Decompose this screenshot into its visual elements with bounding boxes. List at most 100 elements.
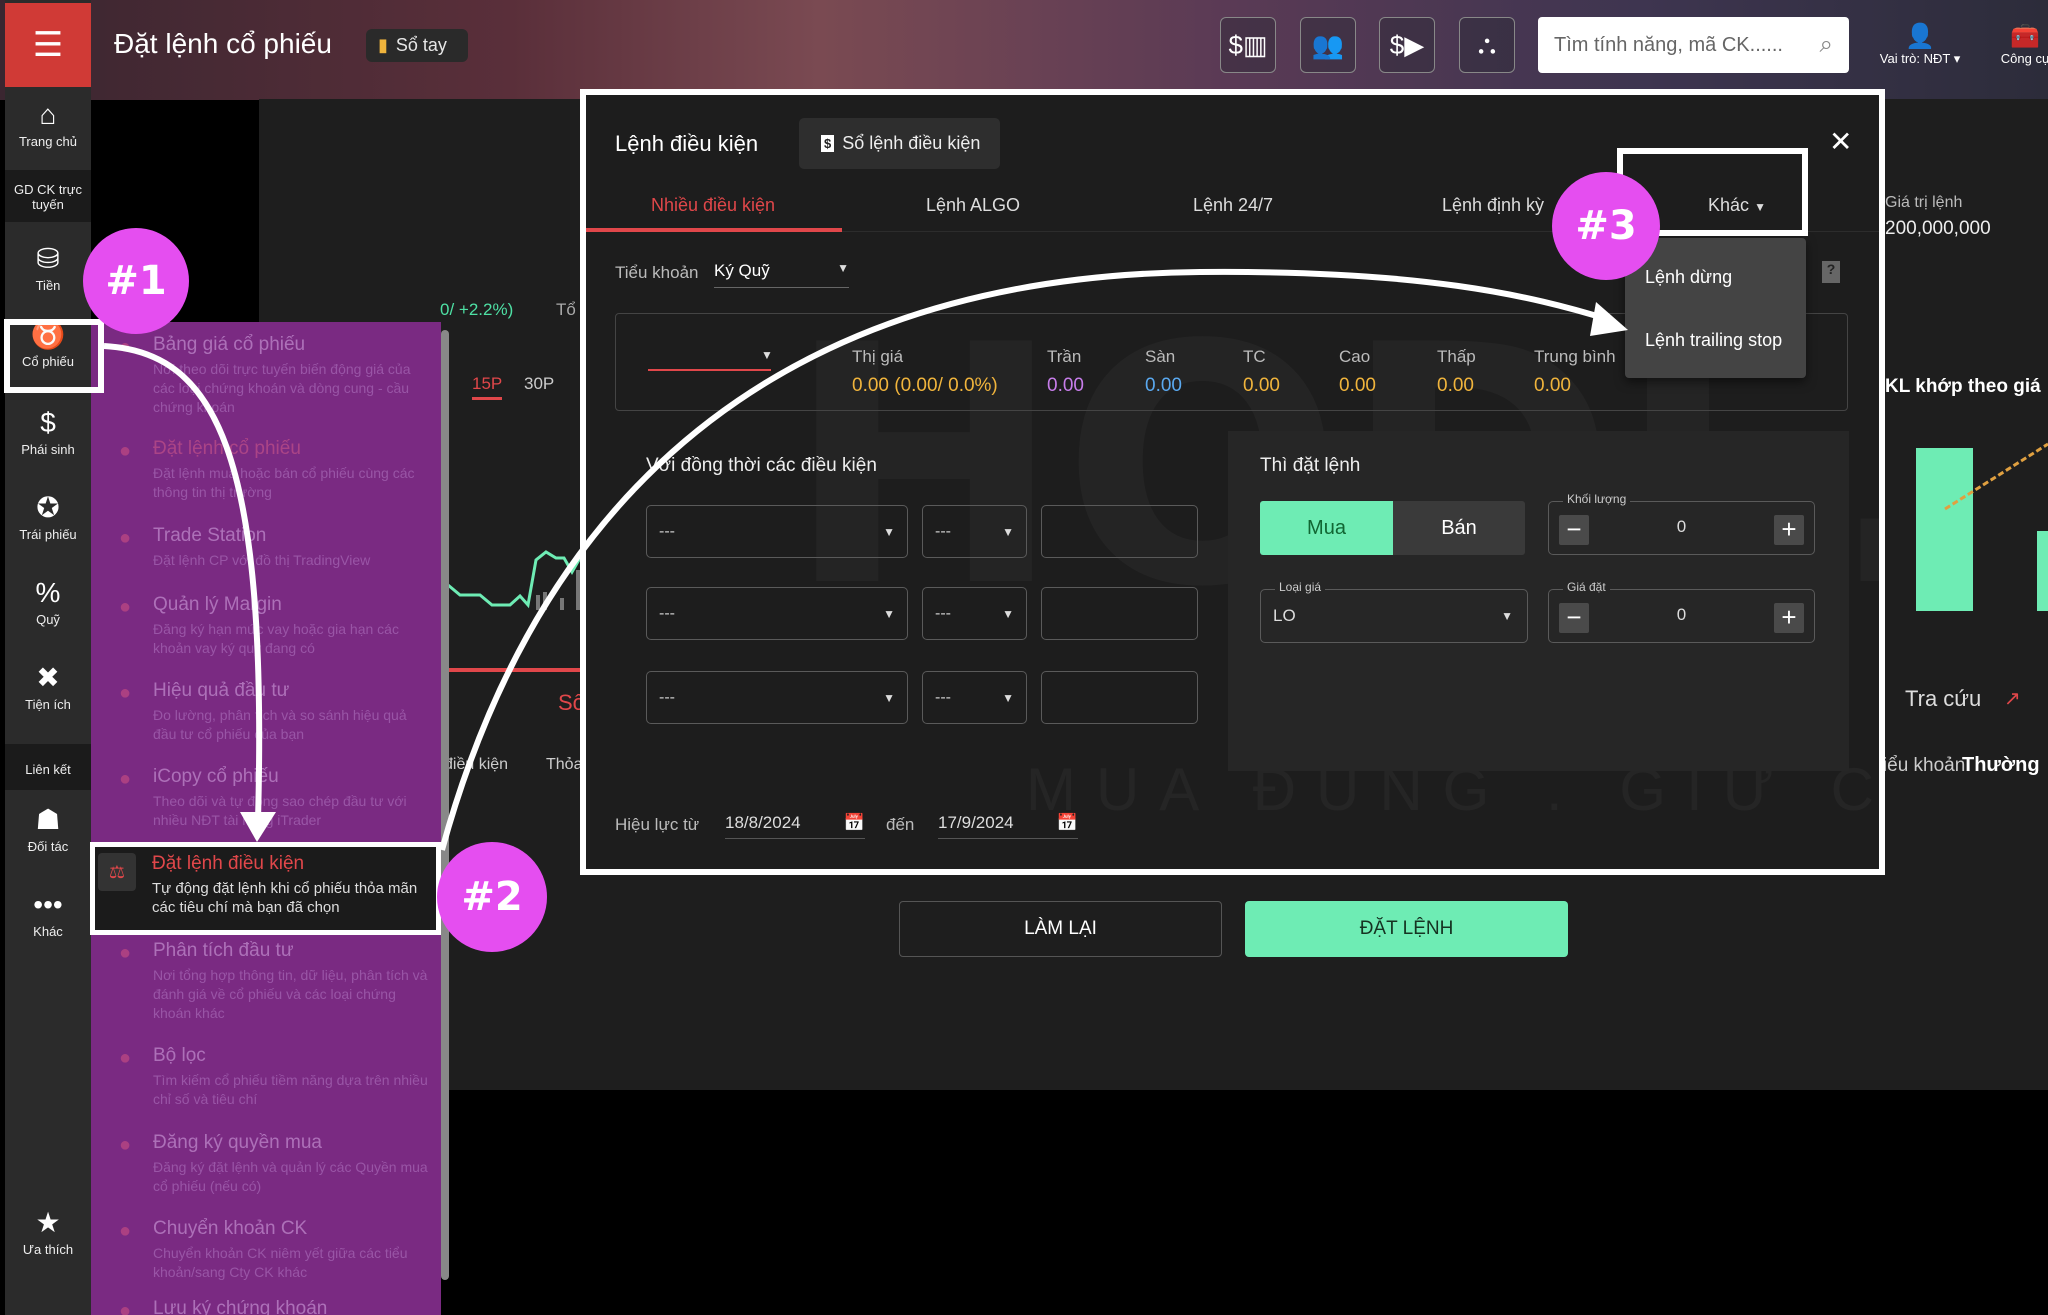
quantity-stepper[interactable]: Khối lượng − 0 + [1548, 492, 1815, 555]
condition-operator-value: --- [935, 522, 951, 540]
timeframe-30p[interactable]: 30P [524, 374, 555, 393]
menu-item[interactable]: ● Bộ lọc Tìm kiếm cổ phiếu tiềm năng dựa t… [119, 1045, 433, 1109]
rail-item[interactable]: ⛁ Tiền [5, 244, 91, 294]
rail-item[interactable]: % Quỹ [5, 578, 91, 628]
menu-item-stop-order[interactable]: Lệnh dừng [1645, 267, 1733, 287]
menu-scrollbar[interactable] [441, 330, 449, 1280]
menu-item-desc: Theo dõi và tự động sao chép đầu tư với … [153, 793, 407, 828]
price-stepper[interactable]: Giá đặt − 0 + [1548, 580, 1815, 643]
chevron-down-icon: ▼ [1754, 200, 1766, 214]
menu-item[interactable]: ● Chuyển khoản CK Chuyển khoản CK niêm yết… [119, 1218, 433, 1282]
reset-button[interactable]: LÀM LẠI [899, 901, 1222, 957]
rail-item[interactable]: Liên kết [5, 744, 91, 790]
notebook-button[interactable]: ▮ Sổ tay [366, 29, 468, 62]
condition-operator-select[interactable]: --- ▼ [922, 671, 1027, 724]
star-icon: ★ [35, 1207, 61, 1238]
column-condition: điều kiện [444, 756, 509, 773]
role-selector[interactable]: 👤 Vai trò: NĐT ▾ [1872, 22, 1968, 67]
condition-book-button[interactable]: $ Sổ lệnh điều kiện [799, 118, 1000, 169]
search-input[interactable]: Tìm tính năng, mã CK...... ⌕ [1538, 17, 1849, 73]
submit-order-button[interactable]: ĐẶT LỆNH [1245, 901, 1568, 957]
valid-from-date[interactable]: 18/8/2024 📅 [725, 813, 865, 839]
lookup-link[interactable]: Tra cứu [1905, 686, 1982, 711]
money-chart-button[interactable]: $▥ [1220, 17, 1276, 73]
rail-item[interactable]: ⌂ Trang chủ [5, 100, 91, 150]
sub-account-select[interactable]: Ký Quỹ ▼ [714, 261, 849, 288]
tab-other[interactable]: Khác ▼ [1708, 195, 1766, 216]
valid-to-date[interactable]: 17/9/2024 📅 [938, 813, 1078, 839]
tools-button[interactable]: 🧰 Công cụ [1990, 22, 2048, 66]
rail-item[interactable]: ••• Khác [5, 890, 91, 940]
active-tab-underline [586, 228, 842, 232]
help-icon[interactable]: ? [1822, 261, 1840, 283]
menu-item[interactable]: ● Đăng ký quyền mua Đăng ký đặt lệnh và qu… [119, 1132, 433, 1196]
rail-item[interactable]: ✖ Tiện ích [5, 663, 91, 713]
investor-network-button[interactable]: ⛬ [1459, 17, 1515, 73]
menu-item[interactable]: ● Hiệu quả đầu tư Đo lường, phân tích và s… [119, 680, 433, 744]
condition-operator-select[interactable]: --- ▼ [922, 505, 1027, 558]
rail-item-label: Quỹ [36, 612, 60, 627]
buy-toggle[interactable]: Mua [1260, 501, 1393, 555]
rail-item[interactable]: ✪ Trái phiếu [5, 493, 91, 543]
money-video-button[interactable]: $▶ [1379, 17, 1435, 73]
users-button[interactable]: 👥 [1300, 17, 1356, 73]
timeframe-15p[interactable]: 15P [472, 374, 503, 400]
valid-from-label: Hiệu lực từ [615, 815, 700, 834]
menu-item-trailing-stop[interactable]: Lệnh trailing stop [1645, 330, 1783, 350]
condition-operator-select[interactable]: --- ▼ [922, 587, 1027, 640]
tab-algo[interactable]: Lệnh ALGO [925, 195, 1021, 215]
menu-item-title: iCopy cổ phiếu [153, 766, 279, 787]
rail-item-label: Khác [33, 924, 63, 939]
minus-icon[interactable]: − [1559, 603, 1589, 633]
menu-item[interactable]: ● Bảng giá cổ phiếu Nơi theo dõi trực tuyế… [119, 334, 433, 417]
calendar-icon[interactable]: 📅 [843, 813, 865, 832]
condition-value-input[interactable] [1041, 587, 1198, 640]
menu-item[interactable]: ● Phân tích đầu tư Nơi tổng hợp thông tin,… [119, 940, 433, 1023]
rail-item-label: Tiền [35, 278, 61, 293]
tab-24-7[interactable]: Lệnh 24/7 [1192, 195, 1274, 215]
rail-item[interactable]: ☗ Đối tác [5, 805, 91, 855]
symbol-dropdown-icon[interactable]: ▼ [761, 348, 773, 362]
price-type-select[interactable]: Loại giá LO ▼ [1260, 580, 1528, 643]
condition-field-value: --- [659, 522, 675, 540]
minus-icon[interactable]: − [1559, 515, 1589, 545]
menu-item[interactable]: ● Trade Station Đặt lệnh CP với đồ thị Tra… [119, 525, 433, 570]
quantity-value[interactable]: 0 [1676, 517, 1687, 536]
to-label: đến [886, 815, 915, 834]
rail-item[interactable]: GD CK trực tuyến [5, 170, 91, 222]
tab-multi-condition[interactable]: Nhiều điều kiện [650, 195, 776, 215]
hamburger-menu-button[interactable]: ☰ [5, 3, 91, 87]
external-link-icon[interactable]: ↗ [2004, 688, 2021, 710]
plus-icon[interactable]: + [1774, 515, 1804, 545]
condition-field-select[interactable]: --- ▼ [646, 505, 908, 558]
price-stat-value: 0.00 [1437, 375, 1474, 396]
close-icon[interactable]: ✕ [1829, 126, 1853, 157]
menu-item-title: Đăng ký quyền mua [153, 1132, 322, 1153]
price-stat-value: 0.00 [1534, 375, 1571, 396]
sell-toggle[interactable]: Bán [1393, 501, 1525, 555]
condition-field-select[interactable]: --- ▼ [646, 671, 908, 724]
annotation-box-stock [4, 319, 104, 393]
search-icon[interactable]: ⌕ [1819, 31, 1833, 58]
menu-item[interactable]: ● iCopy cổ phiếu Theo dõi và tự động sao c… [119, 766, 433, 830]
menu-item-title: Lưu ký chứng khoán [153, 1298, 328, 1315]
rail-item[interactable]: ★ Ưa thích [5, 1207, 91, 1258]
symbol-input-underline[interactable] [648, 369, 771, 371]
calendar-icon[interactable]: 📅 [1056, 813, 1078, 832]
condition-operator-value: --- [935, 604, 951, 622]
price-stat-value: 0.00 [1047, 375, 1084, 396]
condition-value-input[interactable] [1041, 505, 1198, 558]
condition-value-input[interactable] [1041, 671, 1198, 724]
menu-item[interactable]: ● Lưu ký chứng khoán [119, 1298, 433, 1315]
tab-periodic[interactable]: Lệnh định kỳ [1441, 195, 1545, 215]
price-value[interactable]: 0 [1676, 605, 1687, 624]
account-select[interactable]: Thường [1962, 754, 2040, 776]
plus-icon[interactable]: + [1774, 603, 1804, 633]
condition-field-select[interactable]: --- ▼ [646, 587, 908, 640]
menu-item-icon: ● [119, 596, 132, 618]
price-stat-value: 0.00 (0.00/ 0.0%) [852, 375, 998, 396]
menu-item-conditional-order-highlight[interactable]: ⚖ Đặt lệnh điều kiện Tự động đặt lệnh kh… [90, 842, 441, 935]
rail-item[interactable]: $ Phái sinh [5, 408, 91, 458]
menu-item[interactable]: ● Quản lý Margin Đăng ký hạn mức vay hoặc … [119, 594, 433, 658]
kl-by-price-title: KL khớp theo giá [1885, 376, 2041, 397]
